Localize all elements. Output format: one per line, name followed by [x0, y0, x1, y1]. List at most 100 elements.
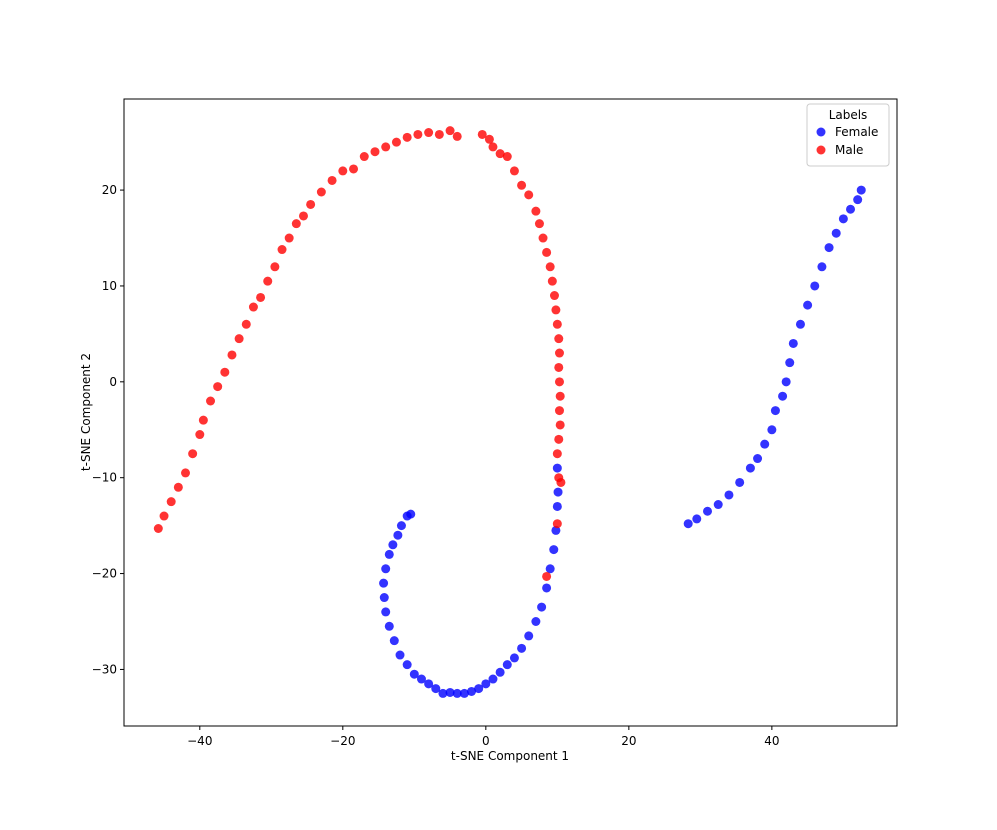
- legend-title: Labels: [829, 108, 868, 122]
- legend-marker: [816, 145, 826, 155]
- point: [542, 583, 552, 593]
- x-axis-label: t-SNE Component 1: [451, 749, 569, 763]
- point: [760, 439, 770, 449]
- point: [213, 382, 223, 392]
- plot-frame: [123, 98, 898, 727]
- point: [395, 650, 405, 660]
- point: [381, 142, 391, 152]
- point: [349, 164, 359, 174]
- point: [477, 129, 487, 139]
- point: [554, 377, 564, 387]
- legend-label: Male: [835, 143, 863, 157]
- point: [713, 500, 723, 510]
- point: [552, 501, 562, 511]
- point: [424, 128, 434, 138]
- point: [509, 166, 519, 176]
- y-tick-label: −10: [92, 471, 117, 485]
- point: [431, 684, 441, 694]
- point: [166, 497, 176, 507]
- point: [824, 243, 834, 253]
- point: [547, 276, 557, 286]
- point: [452, 688, 462, 698]
- legend-box: [806, 103, 890, 167]
- point: [831, 228, 841, 238]
- point: [379, 593, 389, 603]
- point: [467, 686, 477, 696]
- y-tick-label: 0: [109, 375, 117, 389]
- point: [554, 434, 564, 444]
- point: [248, 302, 258, 312]
- point: [195, 430, 205, 440]
- point: [542, 247, 552, 257]
- point: [552, 463, 562, 473]
- point: [234, 334, 244, 344]
- point: [703, 506, 713, 516]
- point: [298, 211, 308, 221]
- point: [488, 142, 498, 152]
- point: [495, 149, 505, 159]
- point: [770, 406, 780, 416]
- point: [263, 276, 273, 286]
- point: [531, 206, 541, 216]
- point: [856, 185, 866, 195]
- point: [753, 454, 763, 464]
- point: [810, 281, 820, 291]
- point: [803, 300, 813, 310]
- point: [502, 660, 512, 670]
- point: [227, 350, 237, 360]
- point: [338, 166, 348, 176]
- point: [552, 319, 562, 329]
- point: [220, 367, 230, 377]
- point: [853, 195, 863, 205]
- point: [474, 684, 484, 694]
- point: [549, 291, 559, 301]
- point: [381, 564, 391, 574]
- point: [517, 643, 527, 653]
- point: [788, 338, 798, 348]
- point: [406, 509, 416, 519]
- point: [402, 132, 412, 142]
- point: [817, 262, 827, 272]
- point: [481, 679, 491, 689]
- point: [381, 607, 391, 617]
- point: [524, 631, 534, 641]
- point: [388, 540, 398, 550]
- legend-marker: [816, 127, 826, 137]
- point: [198, 415, 208, 425]
- point: [846, 204, 856, 214]
- point: [277, 245, 287, 255]
- point: [384, 549, 394, 559]
- point: [438, 688, 448, 698]
- point: [291, 219, 301, 229]
- point: [549, 545, 559, 555]
- point: [795, 319, 805, 329]
- point: [537, 602, 547, 612]
- point: [556, 477, 566, 487]
- point: [495, 667, 505, 677]
- x-tick-label: −20: [330, 734, 355, 748]
- point: [452, 131, 462, 141]
- point: [488, 674, 498, 684]
- point: [413, 129, 423, 139]
- y-axis-label: t-SNE Component 2: [79, 353, 93, 471]
- point: [180, 468, 190, 478]
- point: [517, 180, 527, 190]
- point: [434, 129, 444, 139]
- point: [379, 578, 389, 588]
- point: [284, 233, 294, 243]
- point: [531, 617, 541, 626]
- point: [524, 190, 534, 200]
- point: [552, 519, 562, 529]
- point: [484, 134, 494, 144]
- point: [393, 530, 403, 540]
- point: [551, 305, 561, 315]
- point: [370, 147, 380, 157]
- y-tick-label: −30: [92, 662, 117, 676]
- point: [188, 449, 198, 459]
- point: [241, 319, 251, 329]
- point: [396, 521, 406, 531]
- point: [306, 199, 316, 209]
- point: [551, 525, 561, 535]
- x-tick-label: −40: [187, 734, 212, 748]
